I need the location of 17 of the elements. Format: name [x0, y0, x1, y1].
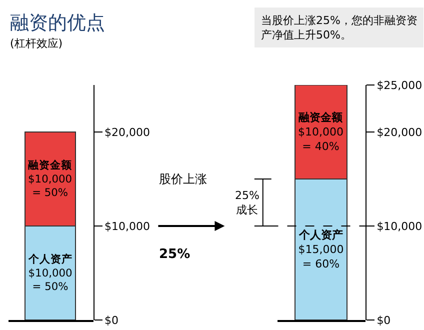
chart-subtitle: (杠杆效应): [10, 37, 63, 50]
y-tick-label: $20,000: [376, 126, 422, 139]
text: 当股价上涨25%，您的非融资资产净值上升50%。: [261, 14, 418, 42]
y-tick-label: $20,000: [104, 126, 150, 139]
text: 25% 成长: [235, 189, 260, 216]
y-tick-label: $10,000: [376, 220, 422, 233]
text: 股价上涨: [159, 172, 207, 186]
y-tick-label: $25,000: [376, 78, 422, 92]
data-label: 融资金额 $10,000 = 40%: [298, 111, 344, 153]
y-tick-label: $0: [376, 314, 391, 327]
data-label: 个人资产 $10,000 = 50%: [27, 252, 73, 294]
chart-title: 融资的优点: [10, 12, 105, 34]
text: 25%: [159, 247, 190, 262]
data-label: 融资金额 $10,000 = 50%: [28, 158, 74, 200]
data-label: 个人资产 $15,000 = 60%: [298, 228, 344, 270]
y-tick-label: $0: [104, 314, 118, 327]
y-tick-label: $10,000: [104, 220, 150, 233]
